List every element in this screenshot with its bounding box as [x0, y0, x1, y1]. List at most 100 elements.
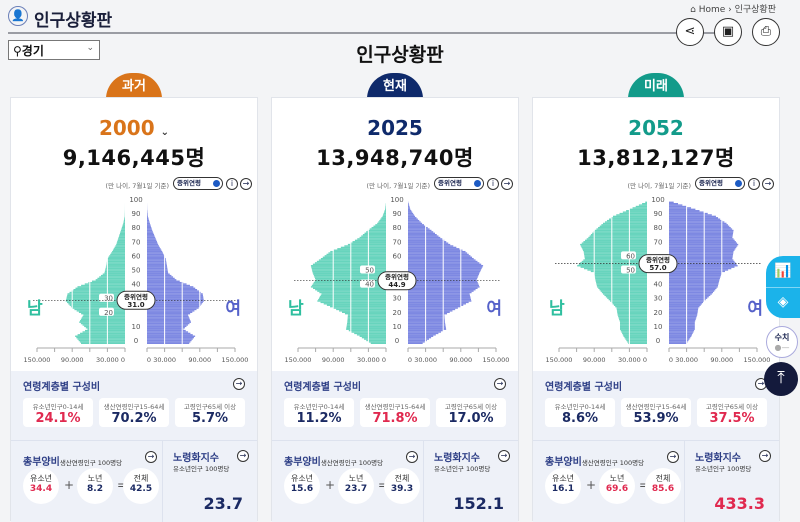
female-bar — [669, 285, 718, 286]
male-bar — [121, 228, 125, 229]
arrow-right-icon[interactable]: → — [759, 450, 771, 462]
male-bar — [596, 283, 647, 284]
arrow-right-icon[interactable]: → — [498, 450, 510, 462]
numbers-toggle[interactable]: 수치●— — [766, 326, 798, 358]
female-bar — [147, 274, 170, 275]
x-tick-label: 150,000 — [24, 356, 51, 362]
female-bar — [669, 230, 734, 231]
female-bar — [408, 214, 414, 215]
female-bar — [669, 306, 700, 307]
median-age-toggle[interactable]: 중위연령 — [434, 177, 484, 190]
male-bar — [596, 281, 647, 282]
male-bar — [87, 328, 125, 329]
arrow-right-icon[interactable]: → — [145, 451, 157, 463]
male-bar — [110, 254, 125, 255]
male-bar — [385, 210, 386, 211]
female-bar — [408, 337, 431, 338]
male-bar — [348, 244, 386, 245]
male-bar — [79, 321, 125, 322]
female-bar — [408, 230, 431, 231]
male-bar — [597, 286, 647, 287]
male-bar — [336, 309, 386, 310]
chart-board-icon[interactable]: 📊 — [766, 256, 800, 287]
female-bar — [408, 316, 444, 317]
female-bar — [147, 276, 173, 277]
info-icon[interactable]: i — [487, 178, 499, 190]
male-bar — [616, 307, 647, 308]
male-bar — [366, 340, 386, 341]
female-bar — [669, 288, 717, 289]
arrow-right-icon[interactable]: → — [237, 450, 249, 462]
y-tick-label: 70 — [654, 238, 663, 246]
female-bar — [408, 259, 476, 260]
arrow-right-icon[interactable]: → — [406, 451, 418, 463]
male-bar — [115, 247, 125, 248]
male-bar — [385, 206, 386, 207]
arrow-right-icon[interactable]: → — [762, 178, 774, 190]
image-icon: ▣ — [722, 24, 734, 39]
female-bar — [147, 310, 194, 311]
chevron-down-icon[interactable]: ⌄ — [161, 127, 169, 138]
male-bar — [317, 290, 386, 291]
male-bar — [580, 244, 647, 245]
male-bar — [115, 245, 125, 246]
arrow-right-icon[interactable]: → — [240, 178, 252, 190]
male-bar — [67, 302, 125, 303]
info-icon[interactable]: i — [226, 178, 238, 190]
x-tick-label: 90,000 — [322, 356, 345, 362]
male-bar — [103, 274, 125, 275]
y-tick-label: 20 — [104, 309, 113, 317]
dep-total-value: 39.3 — [384, 484, 420, 494]
male-bar — [620, 213, 647, 214]
male-bar — [348, 317, 386, 318]
header-divider — [8, 32, 728, 34]
working-value: 53.9% — [621, 411, 691, 426]
median-age-toggle[interactable]: 중위연령 — [173, 177, 223, 190]
female-bar — [669, 240, 735, 241]
x-tick-label: 30,000 — [96, 356, 119, 362]
male-bar — [71, 306, 125, 307]
female-bar — [147, 286, 193, 287]
male-bar — [370, 228, 386, 229]
male-bar — [92, 281, 125, 282]
male-bar — [360, 237, 386, 238]
dep-elderly-value: 69.6 — [599, 484, 635, 494]
male-bar — [600, 226, 647, 227]
male-bar — [595, 230, 647, 231]
female-bar — [147, 252, 163, 253]
youth-value: 8.6% — [545, 411, 615, 426]
breadcrumb-home[interactable]: Home — [699, 5, 726, 15]
year-label[interactable]: 2000⌄ — [11, 116, 257, 140]
y-tick-label: 90 — [132, 210, 141, 218]
population-logo-icon: 👤 — [8, 6, 28, 26]
female-bar — [408, 310, 452, 311]
female-bar — [408, 204, 409, 205]
year-label: 2052 — [533, 116, 779, 140]
female-bar — [408, 333, 438, 334]
x-tick-label: 0 — [408, 356, 412, 362]
female-bar — [147, 336, 195, 337]
female-bar — [147, 278, 175, 279]
female-bar — [669, 297, 707, 298]
female-bar — [147, 333, 190, 334]
y-tick-label: 100 — [651, 196, 664, 204]
male-bar — [584, 252, 647, 253]
arrow-right-icon[interactable]: → — [501, 178, 513, 190]
median-age-toggle[interactable]: 중위연령 — [695, 177, 745, 190]
info-icon[interactable]: i — [748, 178, 760, 190]
female-bar — [147, 238, 156, 239]
arrow-right-icon[interactable]: → — [233, 378, 245, 390]
layers-icon[interactable]: ◈ — [766, 287, 800, 318]
male-bar — [337, 248, 386, 249]
arrow-right-icon[interactable]: → — [494, 378, 506, 390]
male-bar — [330, 251, 386, 252]
male-bar — [123, 223, 125, 224]
female-bar — [408, 206, 410, 207]
arrow-right-icon[interactable]: → — [667, 451, 679, 463]
scroll-top-button[interactable]: ⤒ — [764, 362, 798, 396]
female-bar — [147, 281, 180, 282]
